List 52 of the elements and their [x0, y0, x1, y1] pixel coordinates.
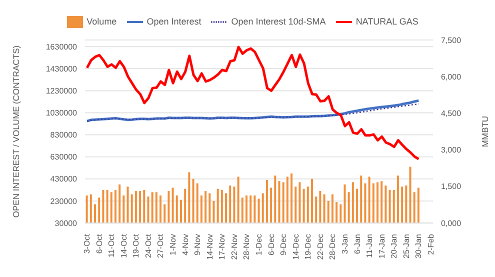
- x-tick-label: 24-Oct: [144, 233, 153, 258]
- x-tick-label: 2-Feb: [426, 233, 436, 255]
- y-tick-label: 30000: [54, 218, 78, 228]
- y-tick-label: 230000: [50, 196, 78, 206]
- y-tick-label: 630000: [50, 152, 78, 162]
- x-tick-label: 1-Dec: [254, 234, 264, 256]
- y2-axis-title: MMBTU: [480, 116, 490, 148]
- x-tick-label: 27-Oct: [156, 233, 166, 258]
- x-tick-label: 9-Dec: [279, 234, 288, 256]
- x-tick-label: 9-Nov: [193, 234, 202, 256]
- x-tick-label: 17-Jan: [377, 234, 386, 258]
- x-tick-label: 19-Dec: [304, 234, 313, 260]
- y-tick-label: 1630000: [46, 42, 78, 52]
- x-tick-label: 19-Oct: [132, 233, 141, 258]
- legend-label: NATURAL GAS: [356, 16, 418, 26]
- y-tick-label: 1030000: [46, 108, 78, 118]
- line-series: [86, 46, 420, 160]
- x-tick-label: 3-Oct: [82, 233, 92, 254]
- legend-label: Open Interest 10d-SMA: [231, 16, 326, 26]
- x-tick-label: 28-Nov: [242, 234, 252, 260]
- y2-tick-label: 3,000: [441, 146, 462, 155]
- y-tick-label: 430000: [50, 174, 78, 184]
- y-axis-title: OPEN INTEREST / VOLUME (CONTRACTS): [11, 45, 22, 218]
- legend-label: Volume: [86, 16, 117, 26]
- y2-tick-label: 4,500: [441, 109, 462, 118]
- x-tick-label: 6-Dec: [266, 234, 276, 256]
- x-tick-label: 28-Dec: [328, 234, 338, 260]
- y2-tick-label: 6,000: [441, 72, 462, 82]
- x-tick-label: 14-Oct: [119, 233, 128, 258]
- x-tick-label: 6-Jan: [352, 234, 362, 254]
- x-tick-label: 17-Nov: [218, 234, 227, 260]
- legend-label: Open Interest: [146, 16, 202, 26]
- x-tick-label: 30-Jan: [414, 234, 424, 258]
- x-tick-label: 14-Dec: [291, 234, 300, 260]
- x-tick-label: 22-Dec: [316, 234, 325, 260]
- y-tick-label: 1430000: [46, 64, 78, 74]
- x-tick-label: 14-Nov: [205, 234, 214, 260]
- y2-tick-label: 0,000: [441, 218, 462, 228]
- x-tick-label: 25-Jan: [402, 234, 411, 258]
- line-series: [86, 103, 420, 122]
- y2-tick-label: 1,500: [441, 182, 462, 192]
- y-tick-label: 1230000: [46, 86, 78, 96]
- x-tick-label: 3-Jan: [340, 234, 350, 254]
- y2-tick-label: 7,500: [441, 36, 462, 45]
- y-tick-label: 830000: [50, 130, 78, 140]
- x-tick-label: 4-Nov: [180, 234, 190, 256]
- x-tick-label: 20-Jan: [390, 234, 399, 258]
- x-tick-label: 11-Jan: [365, 234, 374, 258]
- x-tick-label: 11-Oct: [107, 233, 116, 258]
- x-tick-label: 22-Nov: [230, 234, 239, 260]
- x-tick-label: 6-Oct: [94, 233, 104, 254]
- x-tick-label: 1-Nov: [168, 234, 178, 256]
